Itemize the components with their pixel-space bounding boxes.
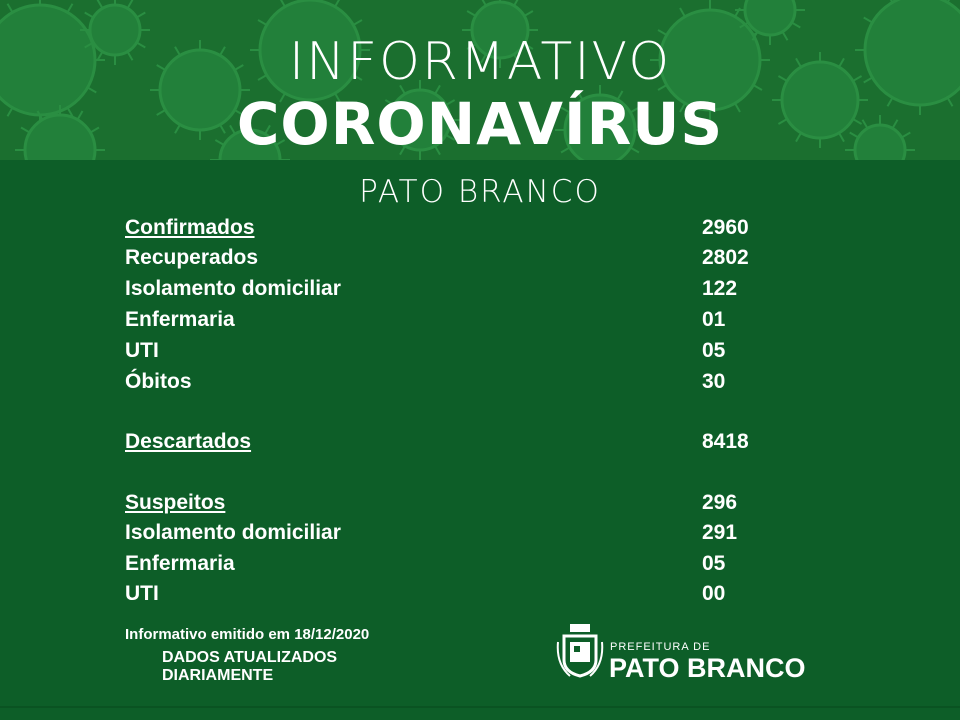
stat-label: Recuperados xyxy=(125,246,259,269)
stat-label: Isolamento domiciliar xyxy=(125,277,341,300)
stat-row: Suspeitos 296 xyxy=(125,491,825,521)
stat-value: 01 xyxy=(702,308,726,331)
stat-label: Óbitos xyxy=(125,370,192,393)
coat-of-arms-icon xyxy=(556,624,604,678)
emitted-date: Informativo emitido em 18/12/2020 xyxy=(125,626,370,643)
daily-line-1: DADOS ATUALIZADOS xyxy=(162,649,338,666)
stat-label: UTI xyxy=(125,339,159,362)
stat-value: 296 xyxy=(702,491,738,514)
stat-value: 05 xyxy=(702,339,726,362)
stat-value: 2960 xyxy=(702,216,749,239)
header-banner: INFORMATIVO CORONAVÍRUS xyxy=(0,0,960,160)
title-informativo: INFORMATIVO xyxy=(288,32,672,92)
logo-pato-branco: PATO BRANCO xyxy=(609,653,806,683)
stat-label: UTI xyxy=(125,582,159,605)
stat-label: Isolamento domiciliar xyxy=(125,521,341,544)
stat-row: Enfermaria 05 xyxy=(125,552,825,582)
stat-value: 8418 xyxy=(702,430,749,453)
stat-value: 00 xyxy=(702,582,726,605)
stat-value: 291 xyxy=(702,521,738,544)
stat-value: 30 xyxy=(702,370,726,393)
stat-row: Enfermaria 01 xyxy=(125,308,825,338)
virus-pattern-icon xyxy=(0,0,960,160)
city-title: PATO BRANCO xyxy=(359,174,601,210)
stat-row: Isolamento domiciliar 122 xyxy=(125,277,825,307)
daily-line-2: DIARIAMENTE xyxy=(162,667,274,684)
stat-row: Isolamento domiciliar 291 xyxy=(125,521,825,551)
stat-row: Descartados 8418 xyxy=(125,430,825,460)
stat-row: UTI 00 xyxy=(125,582,825,612)
stat-row: Confirmados 2960 xyxy=(125,216,825,246)
stat-label: Enfermaria xyxy=(125,552,235,575)
stat-value: 05 xyxy=(702,552,726,575)
stat-row: Óbitos 30 xyxy=(125,370,825,400)
logo-prefeitura: PREFEITURA DE xyxy=(610,641,711,653)
stat-row: UTI 05 xyxy=(125,339,825,369)
stat-label: Enfermaria xyxy=(125,308,235,331)
stat-value: 122 xyxy=(702,277,738,300)
daily-update-note: DADOS ATUALIZADOS DIARIAMENTE xyxy=(162,649,337,685)
stat-label: Suspeitos xyxy=(125,491,226,514)
stat-label: Descartados xyxy=(125,430,252,453)
stat-row: Recuperados 2802 xyxy=(125,246,825,276)
divider xyxy=(0,706,960,708)
stat-value: 2802 xyxy=(702,246,749,269)
title-coronavirus: CORONAVÍRUS xyxy=(236,90,724,158)
stat-label: Confirmados xyxy=(125,216,255,239)
